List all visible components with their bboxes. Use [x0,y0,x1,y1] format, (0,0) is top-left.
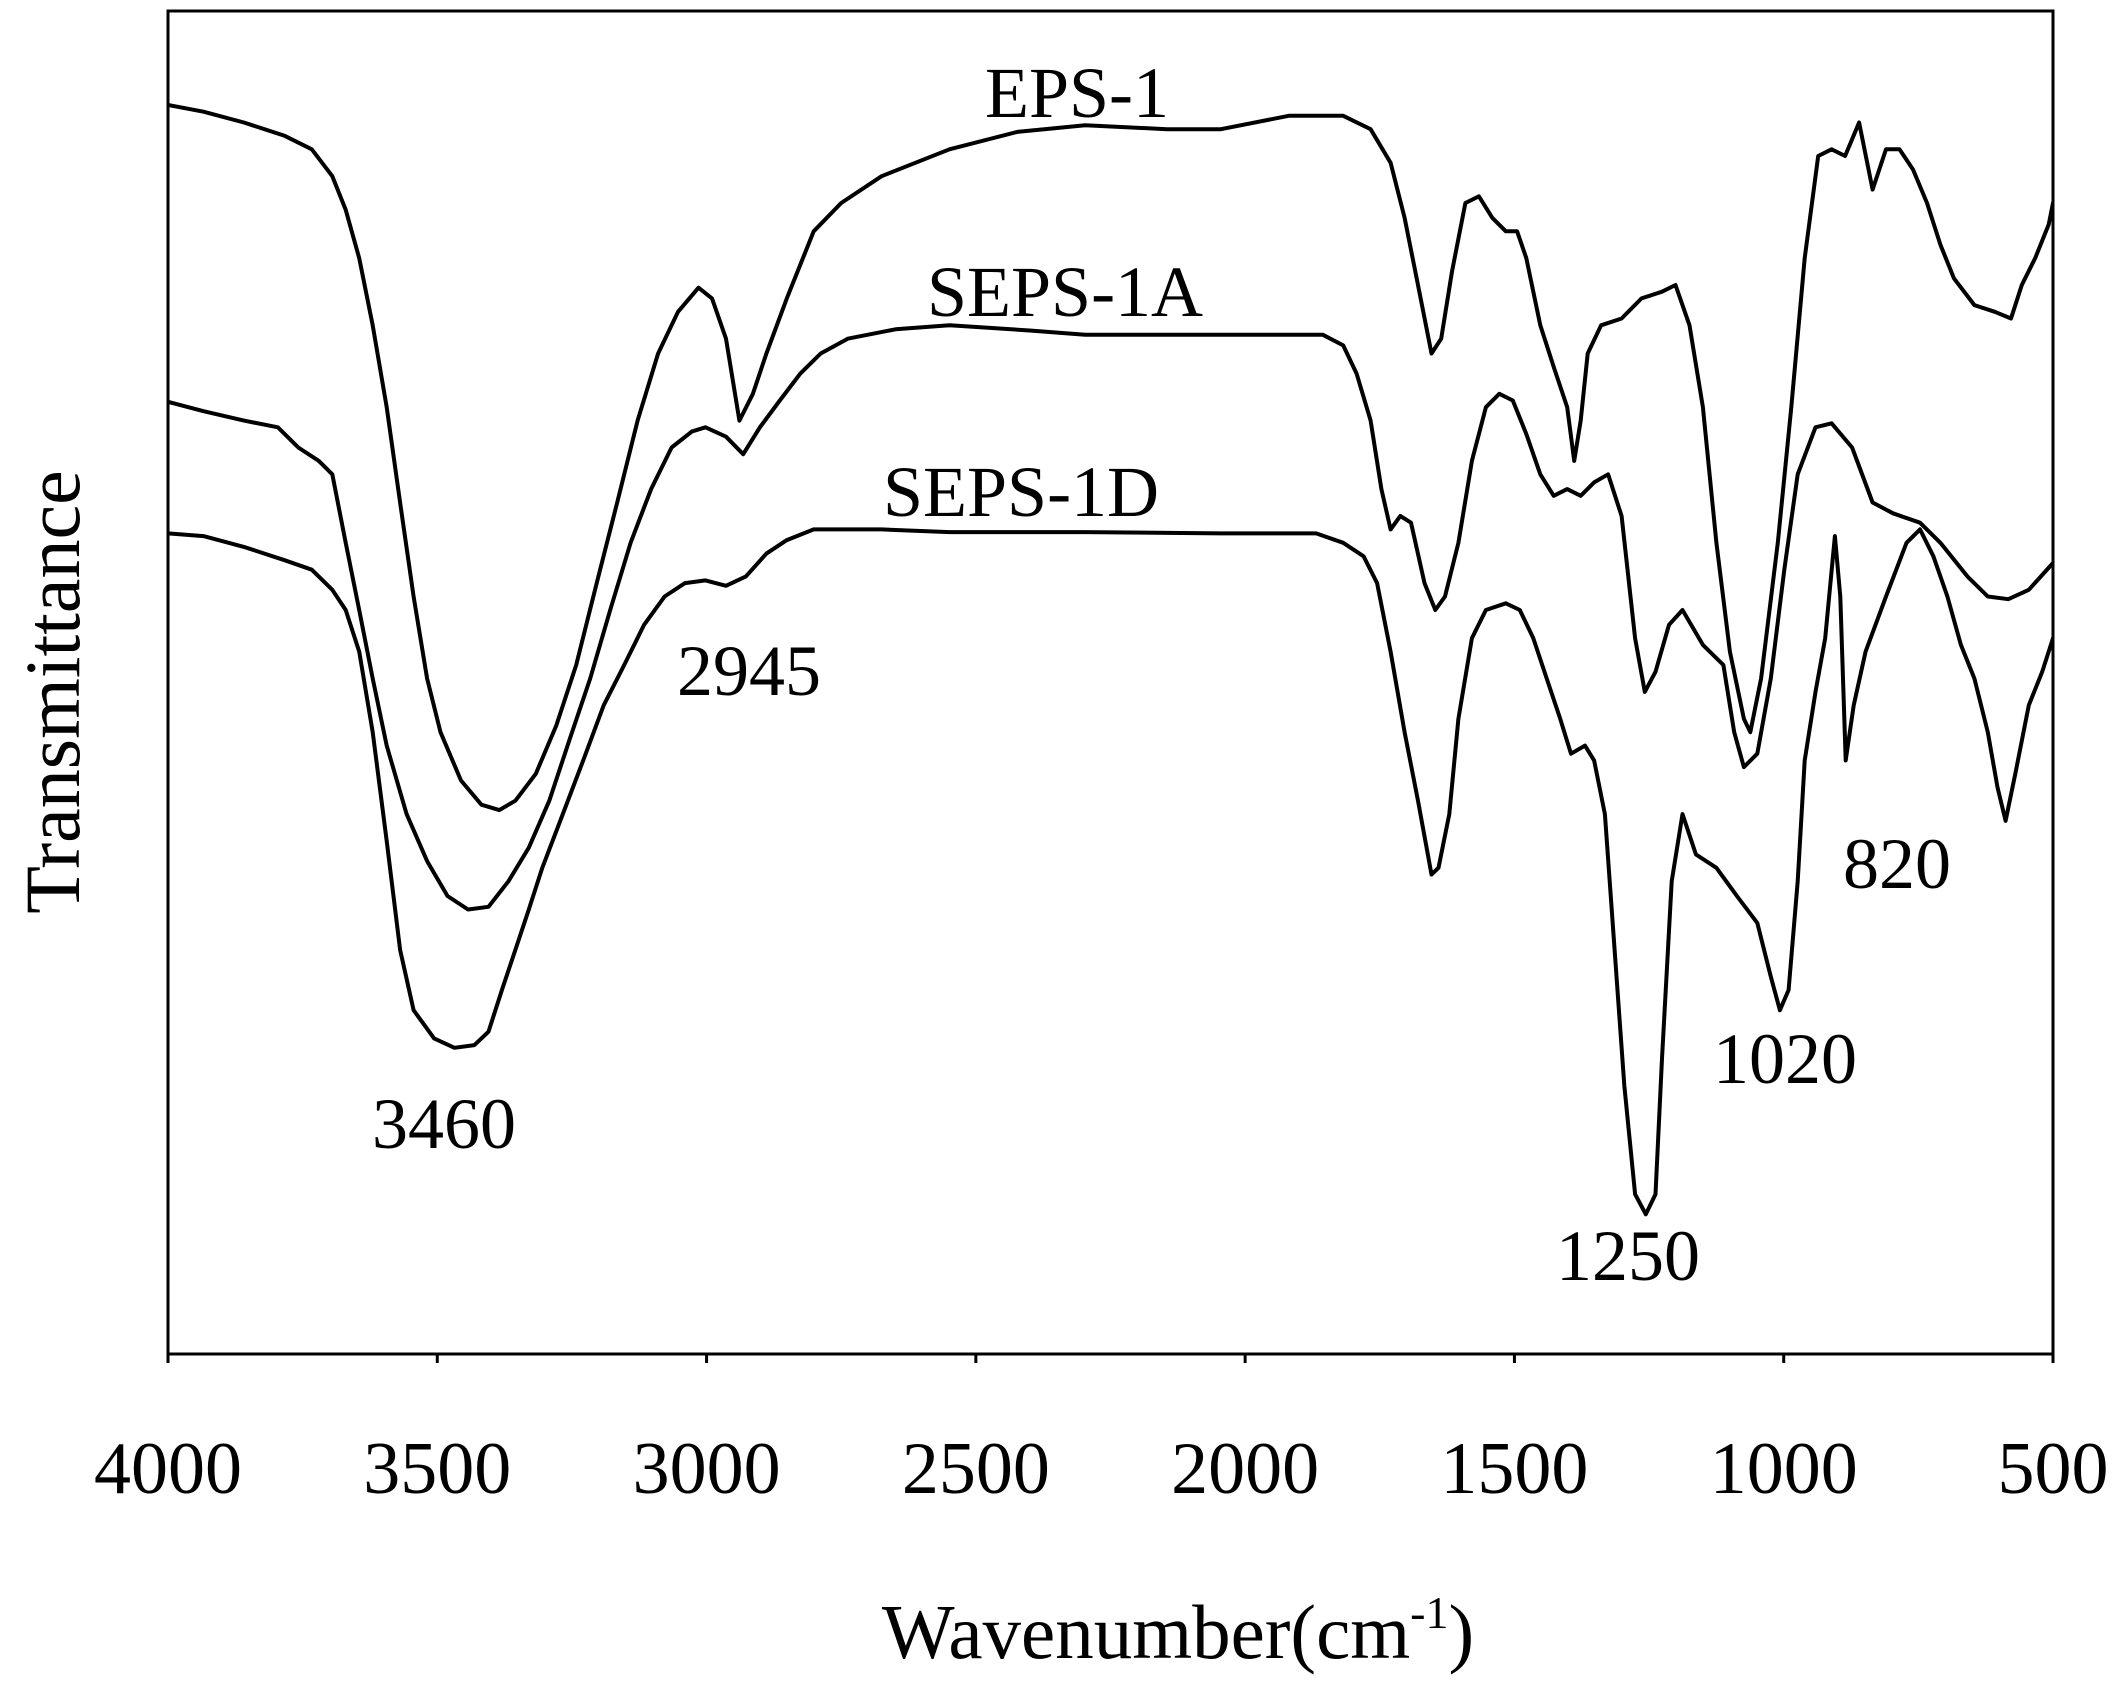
series-label-seps-1a: SEPS-1A [927,252,1203,332]
x-axis-title: Wavenumber(cm-1) [882,1587,1474,1675]
peak-annotation-820: 820 [1843,824,1951,904]
y-axis-title: Transmittance [9,470,96,913]
x-tick-label: 1500 [1440,1428,1588,1510]
plot-frame [166,9,2055,1356]
series-layer [168,103,2053,1217]
x-tick-label: 2000 [1171,1428,1319,1510]
x-tick-label: 3000 [633,1428,781,1510]
peak-annotation-1020: 1020 [1713,1019,1857,1099]
series-line-seps-1d [168,527,2053,1217]
peak-annotation-2945: 2945 [677,631,821,711]
series-label-eps-1: EPS-1 [985,53,1169,133]
series-line-eps-1 [168,103,2053,813]
series-label-seps-1d: SEPS-1D [883,452,1159,532]
x-axis-ticks: 4000 3500 3000 2500 2000 1500 1000 500 [94,1354,2109,1510]
x-tick-label: 2500 [902,1428,1050,1510]
peak-annotation-3460: 3460 [372,1084,516,1164]
peak-annotation-1250: 1250 [1556,1216,1700,1296]
x-tick-label: 500 [1998,1428,2109,1510]
x-tick-label: 1000 [1710,1428,1858,1510]
series-line-seps-1a [168,323,2053,912]
x-tick-label: 3500 [363,1428,511,1510]
x-tick-label: 4000 [94,1428,242,1510]
